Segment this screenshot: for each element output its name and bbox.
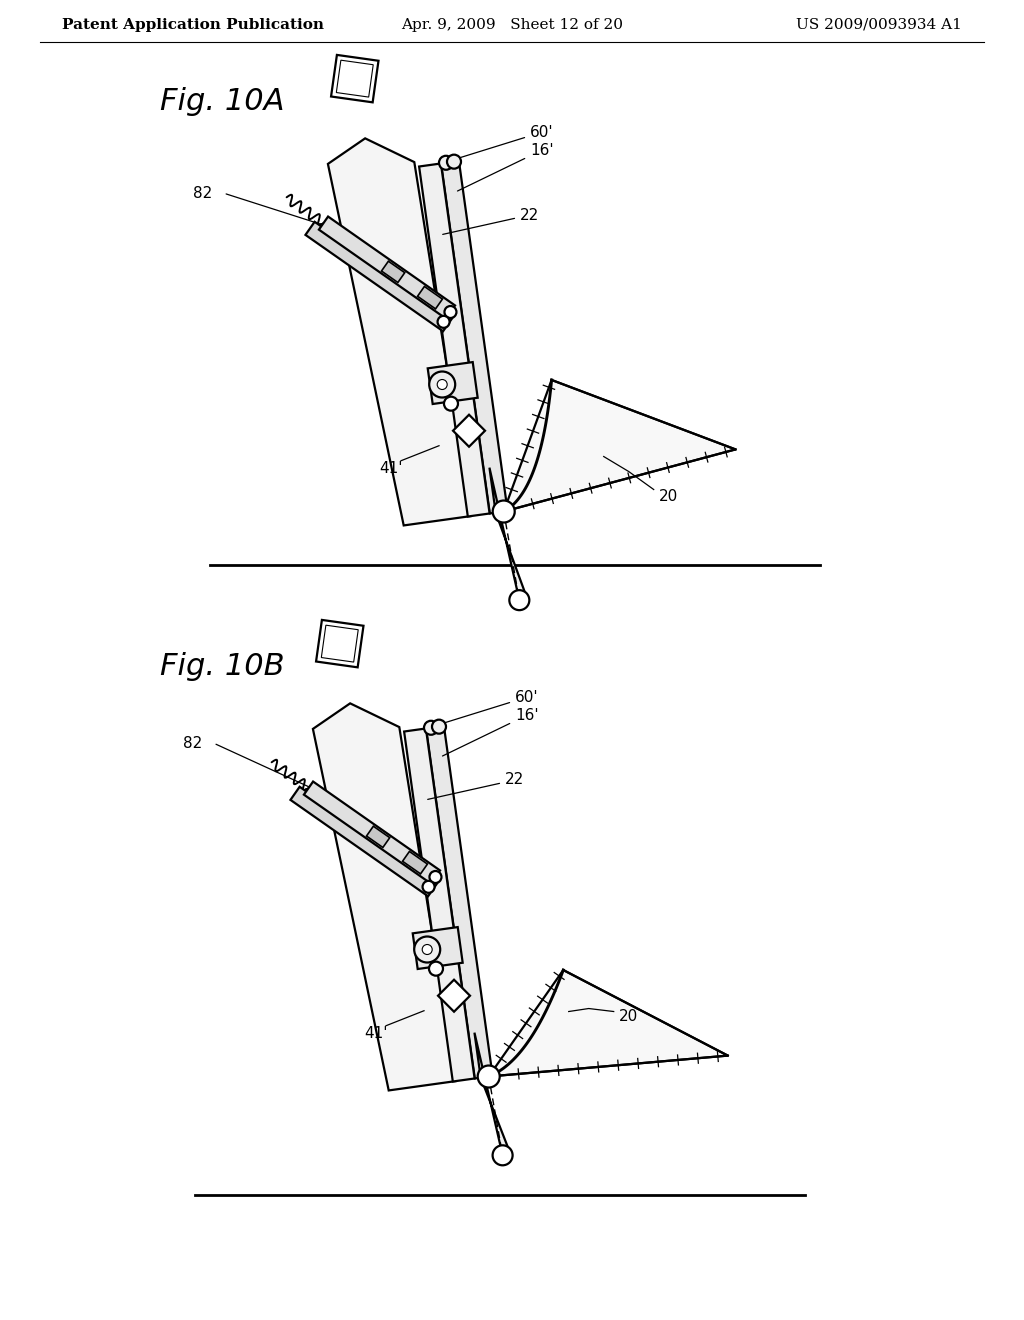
Polygon shape (305, 222, 453, 331)
Polygon shape (304, 781, 440, 883)
Polygon shape (438, 979, 470, 1011)
Circle shape (478, 1065, 500, 1088)
Text: 22: 22 (428, 772, 524, 800)
Circle shape (509, 590, 529, 610)
Text: 41': 41' (364, 1026, 387, 1041)
Polygon shape (413, 927, 463, 969)
Polygon shape (404, 729, 474, 1081)
Polygon shape (318, 216, 455, 318)
Polygon shape (489, 467, 527, 601)
Polygon shape (313, 704, 456, 1090)
Polygon shape (428, 362, 477, 404)
Polygon shape (382, 261, 404, 282)
Circle shape (437, 380, 447, 389)
Circle shape (414, 936, 440, 962)
Polygon shape (402, 851, 427, 874)
Circle shape (493, 500, 515, 523)
Polygon shape (488, 970, 728, 1077)
Circle shape (429, 962, 443, 975)
Circle shape (444, 306, 457, 318)
Polygon shape (316, 620, 364, 668)
Circle shape (437, 315, 450, 327)
Circle shape (493, 1146, 513, 1166)
Text: 82: 82 (194, 186, 213, 201)
Circle shape (423, 880, 434, 892)
Circle shape (447, 154, 461, 169)
Text: Patent Application Publication: Patent Application Publication (62, 18, 324, 32)
Polygon shape (504, 380, 735, 512)
Polygon shape (453, 414, 485, 446)
Polygon shape (419, 164, 489, 516)
Text: US 2009/0093934 A1: US 2009/0093934 A1 (796, 18, 962, 32)
Circle shape (422, 945, 432, 954)
Circle shape (429, 871, 441, 883)
Polygon shape (291, 787, 437, 896)
Text: 82: 82 (183, 735, 203, 751)
Circle shape (439, 156, 453, 170)
Polygon shape (331, 55, 379, 103)
Polygon shape (441, 161, 508, 513)
Text: 20: 20 (618, 1008, 638, 1024)
Text: Fig. 10A: Fig. 10A (160, 87, 285, 116)
Text: 60': 60' (442, 690, 539, 723)
Polygon shape (474, 1032, 511, 1155)
Text: Apr. 9, 2009   Sheet 12 of 20: Apr. 9, 2009 Sheet 12 of 20 (401, 18, 623, 32)
Text: 16': 16' (458, 143, 554, 191)
Polygon shape (418, 286, 442, 309)
Text: 60': 60' (458, 124, 554, 158)
Text: 41': 41' (379, 461, 402, 477)
Circle shape (444, 397, 458, 411)
Circle shape (429, 371, 456, 397)
Circle shape (424, 721, 438, 735)
Text: 16': 16' (442, 708, 539, 756)
Text: 22: 22 (442, 207, 540, 235)
Text: 20: 20 (658, 488, 678, 504)
Polygon shape (426, 726, 493, 1078)
Polygon shape (367, 826, 390, 847)
Text: Fig. 10B: Fig. 10B (160, 652, 285, 681)
Circle shape (432, 719, 446, 734)
Polygon shape (328, 139, 471, 525)
